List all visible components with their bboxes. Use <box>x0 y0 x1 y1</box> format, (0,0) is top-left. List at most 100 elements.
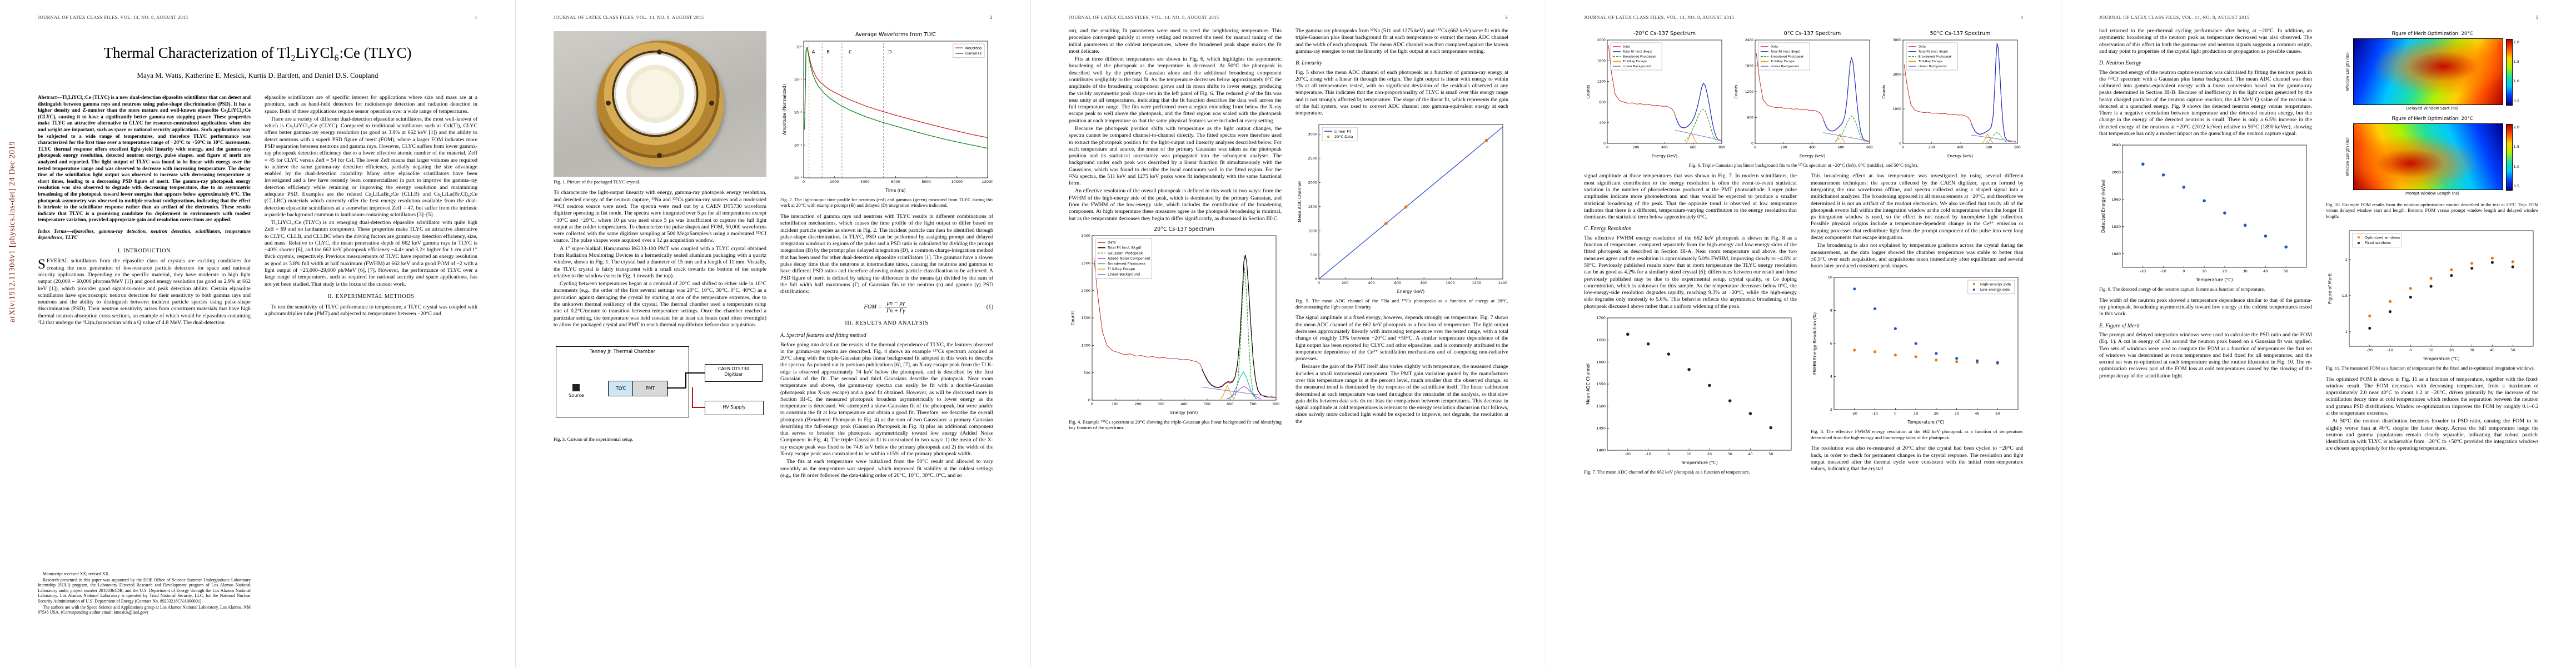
svg-text:1.5: 1.5 <box>2342 293 2348 298</box>
svg-text:1000: 1000 <box>1446 281 1455 285</box>
figure-caption: Fig. 5. The mean ADC channel of the ²²Na… <box>1296 298 1508 310</box>
abstract: Abstract—Tl₂LiYCl₆:Ce (TLYC) is a new du… <box>38 94 251 223</box>
svg-text:10⁻¹: 10⁻¹ <box>794 77 803 82</box>
svg-text:2500: 2500 <box>1081 261 1090 265</box>
svg-text:4000: 4000 <box>860 180 870 184</box>
svg-text:400: 400 <box>1809 146 1816 150</box>
paper-authors: Maya M. Watts, Katherine E. Mesick, Kurt… <box>137 71 378 79</box>
svg-text:200: 200 <box>1342 281 1348 285</box>
svg-text:Energy (keV): Energy (keV) <box>1947 153 1973 158</box>
svg-text:Gammas: Gammas <box>965 51 982 56</box>
svg-text:50: 50 <box>2284 269 2288 273</box>
svg-text:Total Fit (incl. Bkgd): Total Fit (incl. Bkgd) <box>1770 51 1800 54</box>
index-terms-label: Index Terms— <box>38 228 72 234</box>
svg-text:Low-energy side: Low-energy side <box>1980 288 2010 292</box>
svg-text:Tl X-Ray Escape: Tl X-Ray Escape <box>1107 267 1135 271</box>
svg-text:1700: 1700 <box>1596 316 1606 320</box>
paragraph: on), and the resulting fit parameters we… <box>1069 28 1282 54</box>
svg-text:Tl X-Ray Escape: Tl X-Ray Escape <box>1918 60 1943 63</box>
svg-text:1400: 1400 <box>1498 281 1508 285</box>
svg-text:600: 600 <box>1394 281 1401 285</box>
figure-caption: Fig. 1. Picture of the packaged TLYC cry… <box>554 179 641 185</box>
svg-text:1600: 1600 <box>1596 360 1606 364</box>
svg-text:10⁻³: 10⁻³ <box>794 143 803 147</box>
screw-icon <box>656 153 662 158</box>
svg-text:Energy (keV): Energy (keV) <box>1170 410 1198 415</box>
svg-text:Broadened Photopeak: Broadened Photopeak <box>1108 262 1146 266</box>
svg-text:1600: 1600 <box>1597 59 1606 63</box>
figure-caption: Fig. 9. The detected energy of the neutr… <box>2099 286 2265 292</box>
svg-text:0: 0 <box>1603 142 1606 146</box>
page3-left-column: on), and the resulting fit parameters we… <box>1069 28 1282 634</box>
paragraph: signal amplitude at those temperatures t… <box>1584 173 1797 221</box>
svg-text:40: 40 <box>1975 411 1979 416</box>
signal-wire <box>685 372 705 374</box>
svg-text:0: 0 <box>2183 269 2185 273</box>
paragraph: This broadening effect at low temperatur… <box>1811 173 2023 241</box>
paragraph: Fig. 5 shows the mean ADC channel of eac… <box>1296 69 1508 117</box>
svg-text:10: 10 <box>2429 348 2433 352</box>
svg-text:300: 300 <box>1158 402 1164 406</box>
svg-text:500: 500 <box>1084 371 1090 375</box>
svg-text:30: 30 <box>2470 348 2474 352</box>
svg-text:800: 800 <box>1600 101 1606 104</box>
svg-text:600: 600 <box>1747 116 1754 120</box>
svg-text:10: 10 <box>2202 269 2206 273</box>
page5-right-column: Figure of Merit Optimization: 20°C Windo… <box>2326 28 2538 634</box>
fom-panel-bottom: Figure of Merit Optimization: 20°C Windo… <box>2326 116 2538 196</box>
svg-text:10000: 10000 <box>951 180 963 184</box>
svg-text:0: 0 <box>1088 398 1090 402</box>
running-header: JOURNAL OF LATEX CLASS FILES, VOL. 14, N… <box>554 14 993 20</box>
colorbar-ticks: 2.0 1.5 1.0 0.5 <box>2513 39 2519 103</box>
svg-text:0: 0 <box>803 180 805 184</box>
pmt-box: PMT <box>632 381 668 397</box>
svg-text:Broadened Photopeak: Broadened Photopeak <box>1771 55 1804 58</box>
svg-text:200: 200 <box>1633 146 1640 150</box>
subsection-heading-a: A. Spectral features and fitting method <box>780 332 866 339</box>
fom-heatmap <box>2353 38 2503 105</box>
fig4-cs137-spectrum-chart: 0 100 200 300 400 500 600 700 800 0 500 1000 1500 200… <box>1070 226 1279 415</box>
paragraph: At 50°C the neutron distribution becomes… <box>2326 418 2538 452</box>
svg-text:-20: -20 <box>1851 411 1857 416</box>
svg-text:Tl X-Ray Escape: Tl X-Ray Escape <box>1622 60 1647 63</box>
tlyc-box: TLYC <box>608 381 634 397</box>
svg-text:1200: 1200 <box>1745 90 1753 94</box>
svg-text:Optimized windows: Optimized windows <box>2365 235 2400 240</box>
svg-text:400: 400 <box>1661 146 1668 150</box>
running-header: JOURNAL OF LATEX CLASS FILES, VOL. 14, N… <box>2099 14 2538 20</box>
svg-text:Detected Energy (keVee): Detected Energy (keVee) <box>2101 180 2106 233</box>
svg-text:-10: -10 <box>1872 411 1878 416</box>
page-2: JOURNAL OF LATEX CLASS FILES, VOL. 14, N… <box>515 0 1030 667</box>
svg-text:1450: 1450 <box>1596 426 1606 430</box>
svg-text:Energy (keV): Energy (keV) <box>1397 289 1425 294</box>
svg-text:3000: 3000 <box>1308 132 1317 137</box>
figure-6-row: 0 200 400 600 800 0 400 800 1200 1600 2000 -20°C Cs… <box>1584 27 2023 160</box>
svg-text:0: 0 <box>1894 411 1896 416</box>
svg-text:1000: 1000 <box>1308 229 1317 233</box>
fom-panel-title: Figure of Merit Optimization: 20°C <box>2391 31 2473 37</box>
hv-supply-box: HV Supply <box>705 401 764 416</box>
svg-text:-20: -20 <box>2366 348 2373 352</box>
svg-text:Neutrons: Neutrons <box>965 46 982 50</box>
figure-caption: Fig. 7. The mean ADC channel of the 662 … <box>1584 469 1750 475</box>
svg-text:0: 0 <box>1318 281 1320 285</box>
svg-text:2000: 2000 <box>1081 288 1090 293</box>
page2-right-column: 0 2000 4000 6000 8000 10000 12000 10⁻⁴ 10⁻³ 10⁻² 1… <box>780 28 993 634</box>
fig11-fom-vs-temperature-chart: -20 -10 0 10 20 30 40 50 1 1.5 2 Temperature (°C) Fi… <box>2328 230 2534 361</box>
svg-text:Counts: Counts <box>1881 84 1886 98</box>
svg-text:Counts: Counts <box>1586 84 1591 98</box>
svg-text:1500: 1500 <box>1596 404 1606 409</box>
svg-text:-10: -10 <box>2160 269 2166 273</box>
svg-text:Broadened Photopeak: Broadened Photopeak <box>1623 55 1656 58</box>
fom-y-axis-label: Window Length (ns) <box>2345 52 2350 91</box>
svg-text:Time (ns): Time (ns) <box>885 188 905 193</box>
screw-icon <box>605 101 611 106</box>
paragraph: S EVERAL scintillators from the elpasolit… <box>38 257 251 326</box>
svg-text:1920: 1920 <box>2111 225 2121 229</box>
svg-text:Data: Data <box>1108 241 1116 245</box>
svg-text:800: 800 <box>1718 146 1725 150</box>
thermal-chamber-label: Tenney Jr. Thermal Chamber <box>589 349 656 355</box>
footnote: Manuscript received XX; revised XX. <box>43 571 110 576</box>
digitizer-box: CAEN DT5730 Digitizer <box>705 364 763 382</box>
